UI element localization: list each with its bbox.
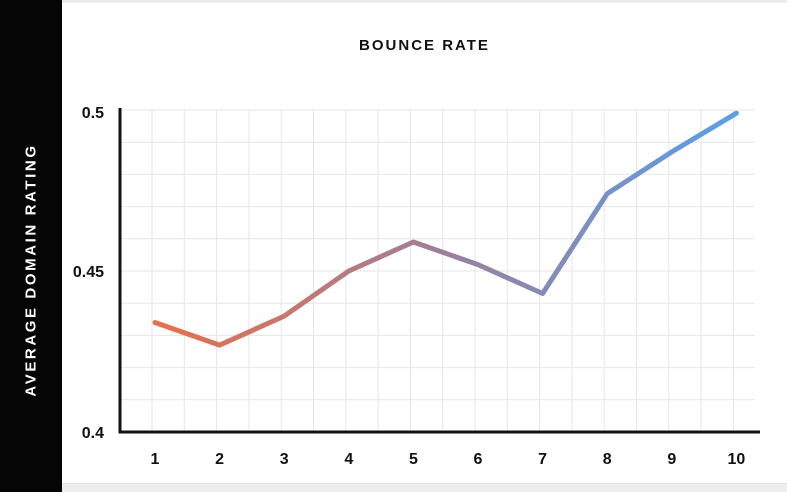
data-point [217,343,222,348]
y-tick-labels: 0.4 0.45 0.5 [73,105,104,442]
data-point [282,314,287,319]
x-tick-label: 8 [603,451,612,468]
top-edge [62,0,787,3]
x-tick-label: 1 [151,451,160,468]
x-tick-label: 7 [538,451,547,468]
chart-title: BOUNCE RATE [359,37,490,54]
grid [120,109,755,432]
x-tick-label: 4 [344,451,353,468]
bottom-strip [62,483,787,492]
series-bounce-rate [152,110,739,348]
y-tick-label: 0.45 [73,264,104,281]
x-tick-label: 5 [409,451,418,468]
x-tick-label: 3 [280,451,289,468]
data-point [734,111,739,116]
y-tick-label: 0.5 [82,105,104,122]
data-point [605,191,610,196]
x-tick-label: 10 [728,451,746,468]
series-line [152,110,739,348]
data-point [476,262,481,267]
data-point [411,240,416,245]
data-point [540,291,545,296]
data-point [669,149,674,154]
y-tick-label: 0.4 [82,425,104,442]
x-tick-label: 2 [215,451,224,468]
data-point [346,269,351,274]
data-point [153,320,158,325]
y-axis-label-band: AVERAGE DOMAIN RATING [0,0,62,492]
x-tick-labels: 1 2 3 4 5 6 7 8 9 10 [151,451,746,468]
axes [118,108,760,434]
x-tick-label: 9 [667,451,676,468]
x-tick-label: 6 [474,451,483,468]
